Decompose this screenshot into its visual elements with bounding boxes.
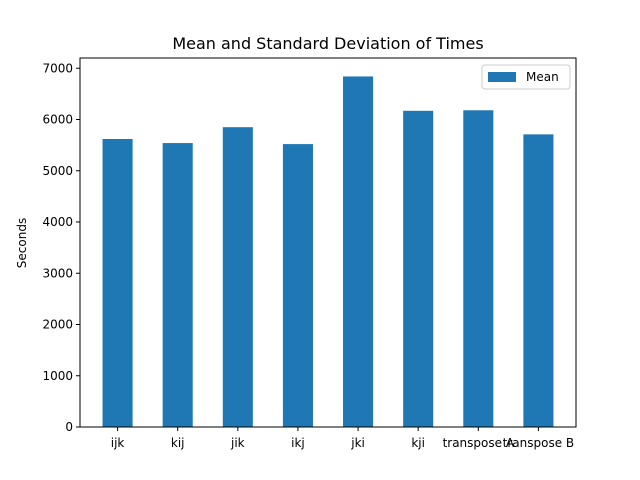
y-ticks: 0 1000 2000 3000 4000 5000 6000 7000 [42,61,80,434]
y-tick-label: 6000 [42,113,73,127]
x-tick-label: transpose A [443,436,515,450]
x-tick-label: jki [350,436,365,450]
chart-title: Mean and Standard Deviation of Times [172,34,483,53]
bar-ijk [102,138,133,427]
y-tick-label: 2000 [42,318,73,332]
bar-jki [343,76,374,427]
legend-swatch [488,72,516,82]
y-tick-label: 1000 [42,369,73,383]
y-tick-label: 0 [65,420,73,434]
x-tick-label: jik [230,436,245,450]
y-tick-label: 3000 [42,266,73,280]
y-axis-label: Seconds [15,218,29,268]
bar-transpose-a [463,110,494,428]
bar-transpose-b [523,134,554,428]
legend-label: Mean [526,70,559,84]
x-tick-label: kij [171,436,185,450]
legend-box [481,64,571,90]
legend: Mean [481,64,571,90]
bar-kij [162,143,193,427]
y-tick-label: 7000 [42,61,73,75]
y-tick-label: 5000 [42,164,73,178]
bar-jik [222,127,253,427]
bar-kji [403,110,434,427]
plot-frame [79,57,577,428]
x-tick-label: kji [411,436,425,450]
x-tick-label: transpose B [503,436,575,450]
x-tick-label: ijk [111,436,125,450]
bar-ikj [282,144,313,427]
x-tick-label: ikj [291,436,305,450]
y-tick-label: 4000 [42,215,73,229]
bars-group [102,76,554,428]
